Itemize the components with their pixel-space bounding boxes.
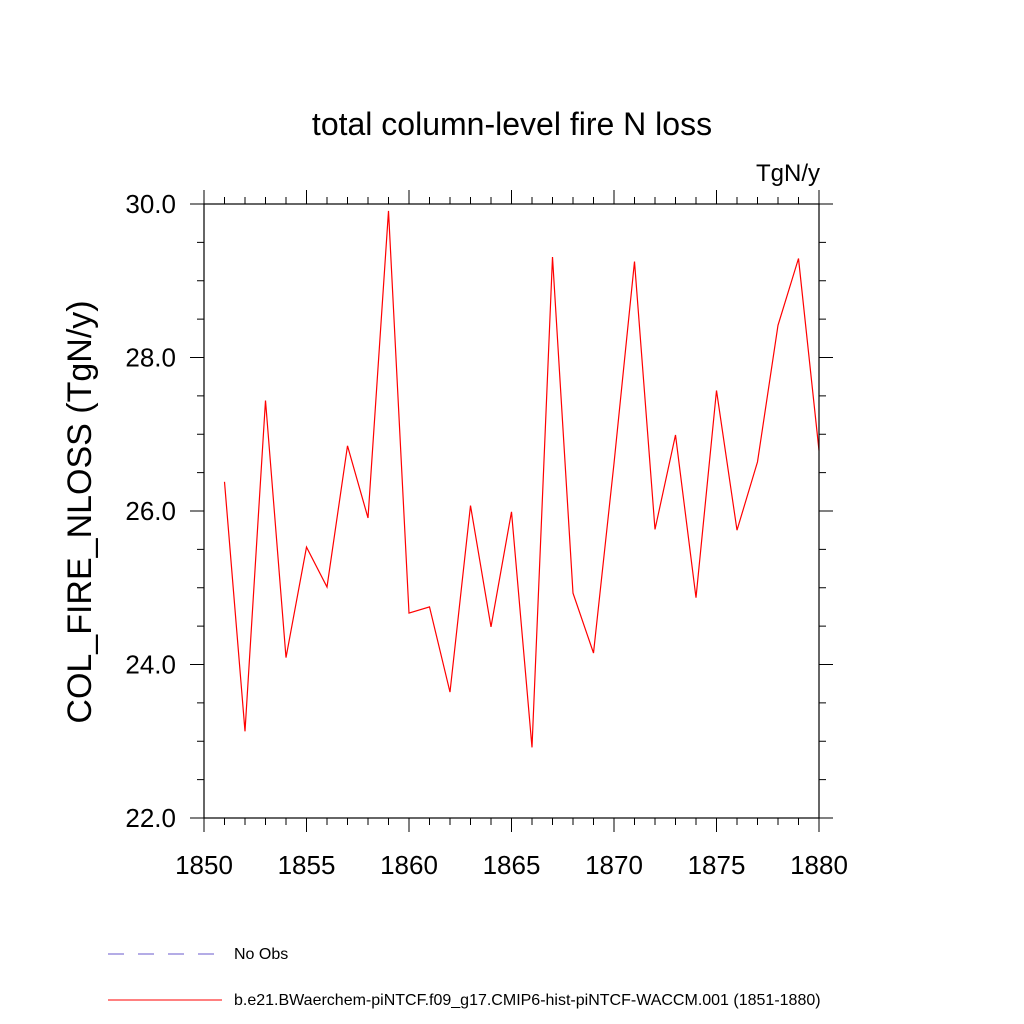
x-tick-label: 1855 [278, 850, 336, 880]
x-tick-label: 1870 [585, 850, 643, 880]
legend-label-no-obs: No Obs [234, 946, 288, 963]
tick-labels: 1850 1855 1860 1865 1870 1875 1880 22.0 24.0 26.0… [125, 189, 848, 880]
legend: No Obs b.e21.BWaerchem-piNTCF.f09_g17.CM… [108, 946, 821, 1009]
y-tick-label: 26.0 [125, 496, 176, 526]
y-axis-label: COL_FIRE_NLOSS (TgN/y) [61, 300, 99, 723]
x-tick-label: 1850 [175, 850, 233, 880]
series-layer [223, 210, 820, 748]
y-tick-label: 30.0 [125, 189, 176, 219]
x-tick-label: 1875 [688, 850, 746, 880]
plot-frame [203, 203, 820, 819]
series-line [223, 210, 820, 748]
chart-title: total column-level fire N loss [312, 106, 712, 142]
axis-ticks [190, 190, 833, 832]
y-tick-label: 24.0 [125, 650, 176, 680]
legend-label-model: b.e21.BWaerchem-piNTCF.f09_g17.CMIP6-his… [234, 992, 821, 1009]
y-tick-label: 22.0 [125, 803, 176, 833]
units-label: TgN/y [756, 160, 820, 187]
x-tick-label: 1865 [483, 850, 541, 880]
y-tick-label: 28.0 [125, 343, 176, 373]
x-tick-label: 1860 [380, 850, 438, 880]
x-tick-label: 1880 [790, 850, 848, 880]
